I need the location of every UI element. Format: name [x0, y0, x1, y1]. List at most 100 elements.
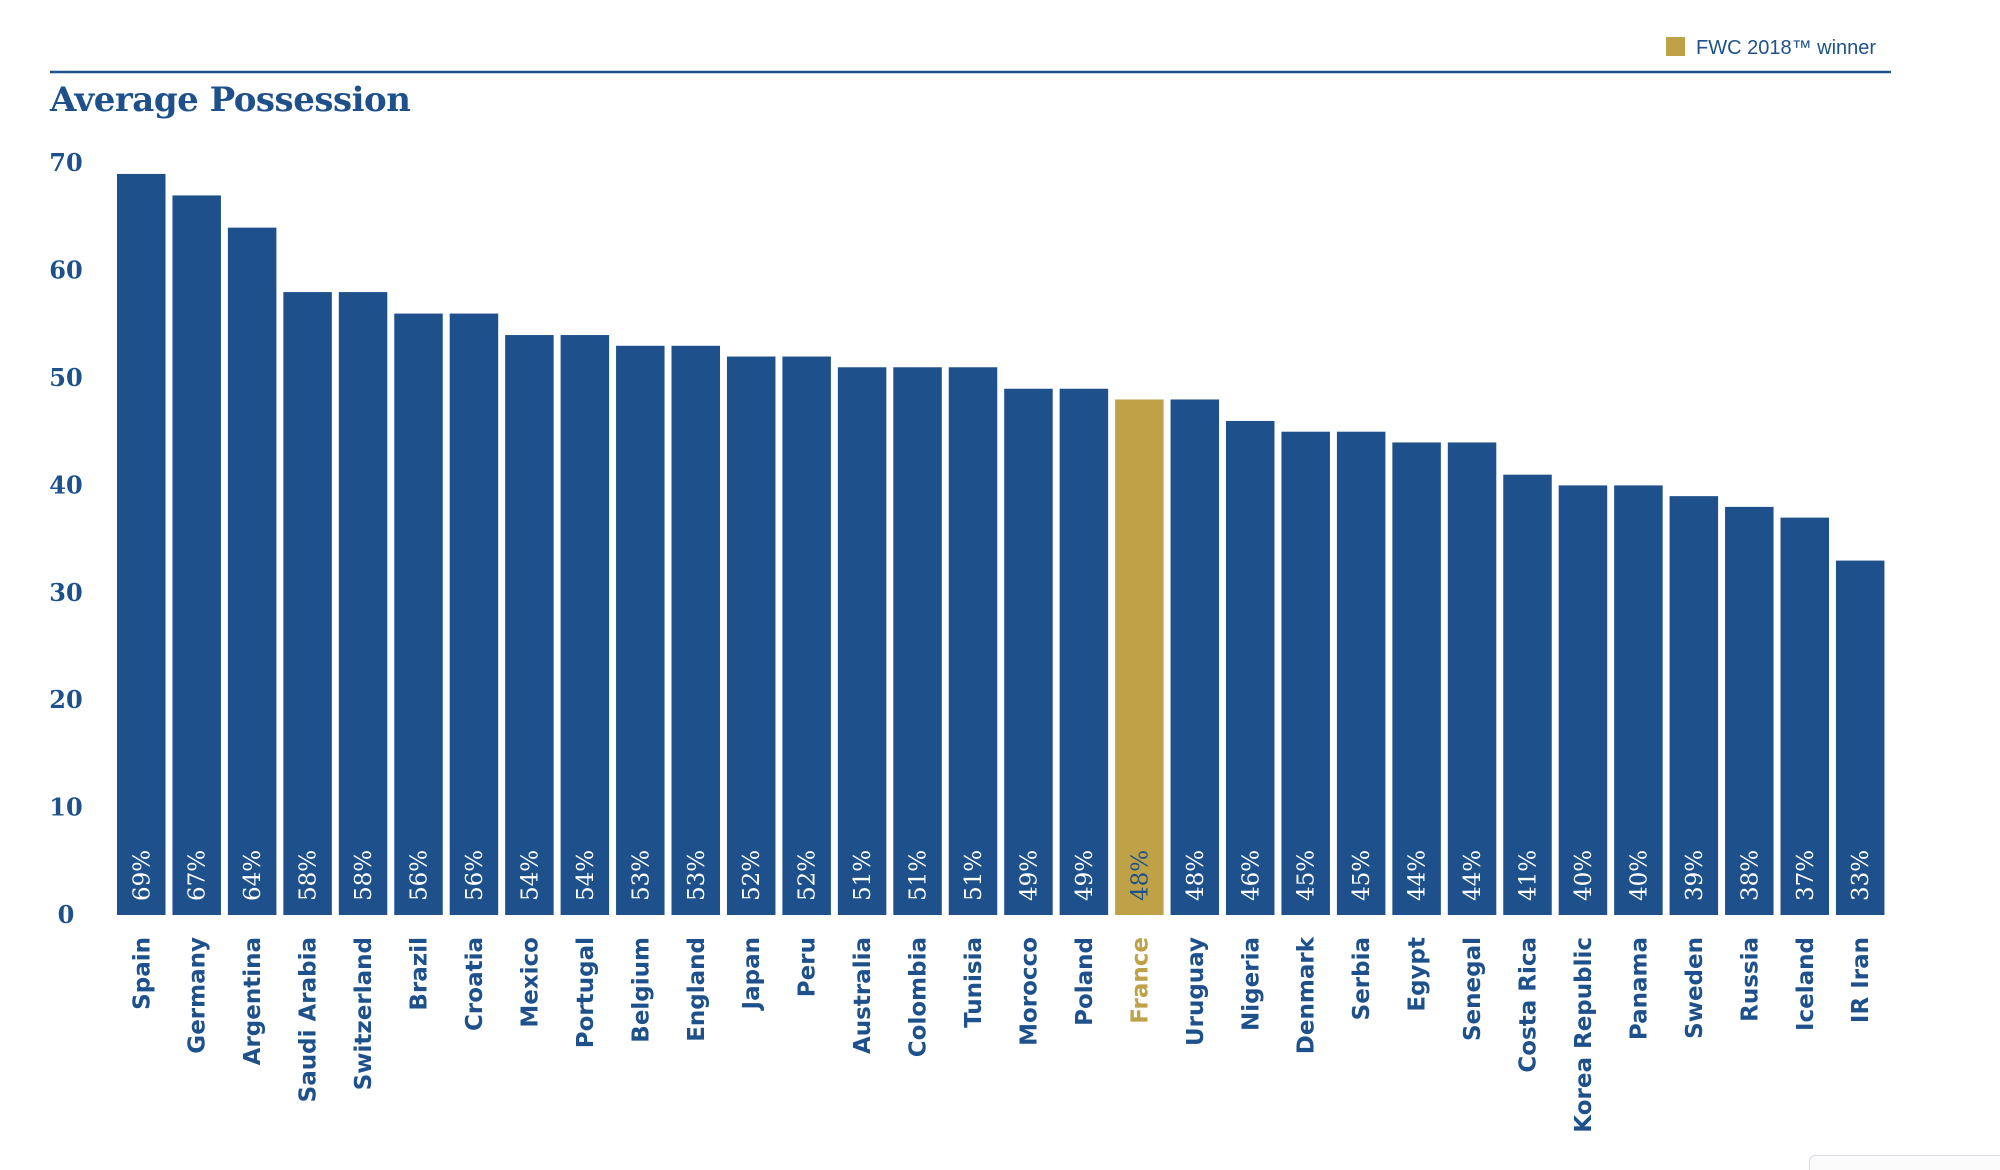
- data-label-serbia: 45%: [1349, 850, 1375, 901]
- data-label-england: 53%: [684, 850, 710, 901]
- bar-spain: [117, 173, 166, 915]
- data-label-costa-rica: 41%: [1516, 850, 1542, 901]
- data-label-sweden: 39%: [1682, 850, 1708, 901]
- x-tick-label-england: England: [684, 937, 710, 1042]
- bar-saudi-arabia: [283, 292, 332, 916]
- x-tick-label-costa-rica: Costa Rica: [1516, 937, 1542, 1073]
- data-label-saudi-arabia: 58%: [296, 850, 322, 901]
- data-label-brazil: 56%: [407, 850, 433, 901]
- data-label-croatia: 56%: [462, 850, 488, 901]
- data-label-france: 48%: [1127, 850, 1153, 901]
- bar-nigeria: [1226, 420, 1275, 915]
- bar-denmark: [1281, 431, 1330, 915]
- x-tick-label-uruguay: Uruguay: [1183, 937, 1209, 1046]
- y-tick-label: 20: [49, 685, 82, 714]
- data-label-australia: 51%: [850, 850, 876, 901]
- bar-switzerland: [338, 292, 388, 916]
- bar-ir-iran: [1835, 560, 1885, 915]
- x-tick-label-poland: Poland: [1072, 937, 1098, 1026]
- bar-iceland: [1780, 517, 1829, 915]
- bar-australia: [837, 367, 887, 915]
- data-label-denmark: 45%: [1294, 850, 1320, 901]
- x-tick-label-portugal: Portugal: [573, 937, 599, 1048]
- x-tick-label-denmark: Denmark: [1294, 936, 1320, 1054]
- bar-france: [1115, 399, 1164, 916]
- y-tick-label: 30: [49, 578, 82, 607]
- x-tick-label-france: France: [1127, 937, 1153, 1024]
- bar-portugal: [560, 335, 610, 915]
- data-label-egypt: 44%: [1405, 850, 1431, 901]
- x-tick-label-nigeria: Nigeria: [1238, 937, 1264, 1031]
- data-label-panama: 40%: [1626, 850, 1652, 901]
- bar-argentina: [227, 227, 277, 915]
- x-tick-label-croatia: Croatia: [462, 937, 488, 1031]
- bar-costa-rica: [1503, 474, 1552, 915]
- x-tick-label-panama: Panama: [1626, 937, 1652, 1040]
- chart-title: Average Possession: [49, 80, 410, 120]
- y-tick-label: 60: [49, 256, 82, 285]
- x-tick-label-colombia: Colombia: [906, 937, 932, 1057]
- bar-mexico: [505, 335, 554, 915]
- x-tick-label-peru: Peru: [795, 937, 821, 997]
- data-label-japan: 52%: [739, 850, 765, 901]
- bar-brazil: [394, 313, 443, 915]
- bar-korea-republic: [1558, 485, 1608, 915]
- data-label-mexico: 54%: [517, 850, 543, 901]
- data-label-belgium: 53%: [628, 850, 654, 901]
- x-tick-label-tunisia: Tunisia: [961, 937, 987, 1028]
- bar-egypt: [1392, 442, 1441, 915]
- data-label-tunisia: 51%: [961, 850, 987, 901]
- data-label-colombia: 51%: [906, 850, 932, 901]
- x-tick-label-spain: Spain: [129, 937, 155, 1010]
- x-tick-label-serbia: Serbia: [1349, 937, 1375, 1020]
- y-axis: 0 10 20 30 40 50 60 70: [49, 148, 82, 929]
- x-tick-label-switzerland: Switzerland: [351, 937, 377, 1090]
- bar-morocco: [1004, 388, 1053, 915]
- x-tick-label-argentina: Argentina: [240, 937, 266, 1065]
- y-tick-label: 50: [49, 363, 82, 392]
- y-tick-label: 10: [49, 793, 82, 822]
- data-label-peru: 52%: [795, 850, 821, 901]
- data-label-portugal: 54%: [573, 850, 599, 901]
- x-tick-label-sweden: Sweden: [1682, 937, 1708, 1039]
- bar-russia: [1725, 506, 1774, 915]
- x-tick-label-germany: Germany: [185, 937, 211, 1054]
- bar-serbia: [1336, 431, 1386, 915]
- legend-label: FWC 2018™ winner: [1696, 37, 1876, 59]
- x-tick-label-egypt: Egypt: [1405, 937, 1431, 1012]
- x-tick-label-morocco: Morocco: [1016, 937, 1042, 1046]
- legend-swatch: [1666, 37, 1685, 56]
- bar-croatia: [449, 313, 499, 915]
- x-tick-label-saudi-arabia: Saudi Arabia: [296, 937, 322, 1102]
- bar-japan: [726, 356, 776, 915]
- data-label-uruguay: 48%: [1183, 850, 1209, 901]
- x-tick-label-mexico: Mexico: [517, 937, 543, 1028]
- bars: [117, 173, 1885, 916]
- data-label-senegal: 44%: [1460, 850, 1486, 901]
- bar-peru: [782, 356, 831, 915]
- data-label-argentina: 64%: [240, 850, 266, 901]
- data-label-poland: 49%: [1072, 850, 1098, 901]
- bar-sweden: [1669, 496, 1719, 915]
- x-tick-label-senegal: Senegal: [1460, 937, 1486, 1041]
- x-tick-label-japan: Japan: [739, 937, 765, 1011]
- x-tick-label-ir-iran: IR Iran: [1848, 937, 1874, 1023]
- x-tick-label-russia: Russia: [1737, 937, 1763, 1022]
- y-tick-label: 40: [49, 470, 82, 499]
- data-label-ir-iran: 33%: [1848, 850, 1874, 901]
- data-label-morocco: 49%: [1016, 850, 1042, 901]
- data-label-nigeria: 46%: [1238, 850, 1264, 901]
- y-tick-label: 70: [49, 148, 82, 177]
- bar-senegal: [1447, 442, 1497, 915]
- data-label-russia: 38%: [1737, 850, 1763, 901]
- data-label-germany: 67%: [185, 850, 211, 901]
- bar-uruguay: [1170, 399, 1220, 916]
- x-tick-label-korea-republic: Korea Republic: [1571, 937, 1597, 1133]
- corner-popup-edge: [1809, 1155, 2000, 1170]
- x-tick-label-australia: Australia: [850, 937, 876, 1054]
- x-tick-label-belgium: Belgium: [628, 937, 654, 1043]
- bar-tunisia: [948, 367, 998, 915]
- y-tick-label: 0: [58, 900, 75, 929]
- bar-england: [671, 345, 720, 915]
